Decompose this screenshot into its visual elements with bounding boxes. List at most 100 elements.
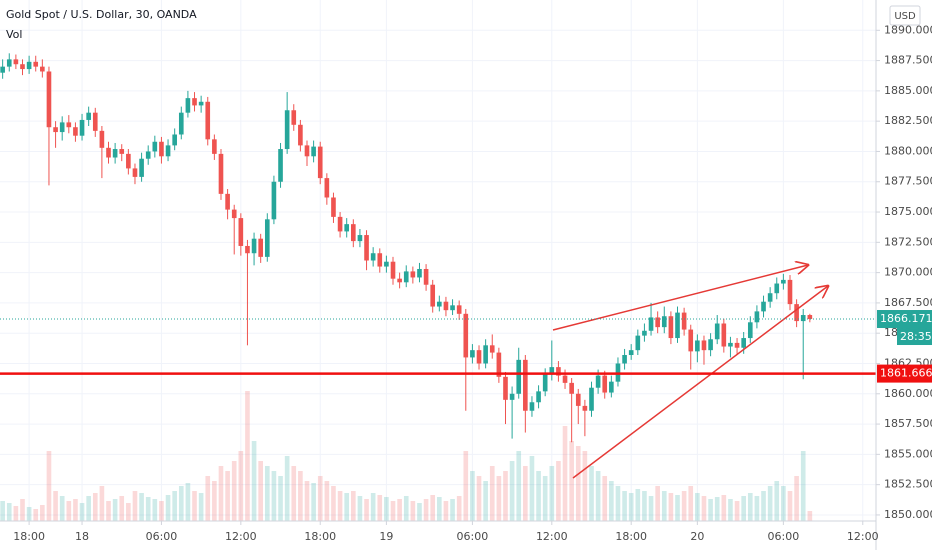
candle-body [205, 101, 211, 140]
volume-bar [747, 493, 753, 521]
candle-body [701, 340, 707, 351]
volume-bar [106, 501, 111, 521]
volume-bar [728, 499, 733, 521]
y-tick-label: 1877.500 [884, 175, 932, 188]
candle-body [159, 141, 164, 157]
countdown-label: 28:35 [900, 330, 932, 343]
candles [0, 53, 813, 443]
candle-body [198, 101, 204, 106]
volume-bar [264, 466, 270, 521]
volume-bar [185, 483, 191, 521]
candle-body [350, 224, 356, 242]
candle-body [291, 110, 297, 125]
candle-body [695, 340, 700, 352]
volume-bar [145, 497, 151, 521]
candle-body [311, 146, 316, 157]
candle-body [595, 375, 601, 388]
volume-bar [622, 491, 627, 521]
y-tick-label: 1885.000 [884, 84, 932, 97]
candle-body [503, 376, 508, 400]
candle-body [476, 350, 482, 364]
volume-bar [59, 496, 65, 521]
y-tick-label: 1867.500 [884, 296, 932, 309]
volume-bar [516, 451, 522, 521]
volume-bar [714, 497, 720, 521]
candle-body [126, 153, 131, 169]
candle-body [26, 61, 32, 70]
candle-body [225, 193, 230, 210]
x-tick-label: 06:00 [457, 530, 489, 543]
volume-bar [384, 497, 389, 521]
candle-body [377, 253, 383, 267]
volume-bar [350, 491, 356, 521]
candle-body [92, 112, 98, 131]
candle-body [59, 122, 65, 133]
x-tick-label: 19 [379, 530, 393, 543]
volume-bar [628, 493, 634, 521]
trend-line [572, 286, 828, 479]
currency-box[interactable] [889, 5, 921, 26]
volume-bar [205, 476, 211, 521]
candle-body [13, 59, 19, 65]
volume-bar [139, 493, 144, 521]
volume-bar [410, 501, 416, 521]
candle-body [317, 146, 323, 179]
candle-body [741, 338, 746, 348]
volume-bar [13, 506, 19, 521]
volume-bar [397, 499, 402, 521]
volume-bar [794, 476, 799, 521]
volume-bar [450, 499, 455, 521]
x-tick-label: 18:00 [304, 530, 336, 543]
candle-body [132, 168, 138, 177]
candle-body [437, 301, 442, 307]
volume-bar [721, 495, 727, 521]
volume-label: Vol [6, 28, 22, 41]
volume-bar [337, 491, 343, 521]
y-tick-label: 1882.500 [884, 114, 932, 127]
candle-body [628, 350, 634, 356]
chart-title: Gold Spot / U.S. Dollar, 30, OANDA [6, 8, 197, 21]
volume-bar [298, 471, 303, 521]
volume-bar [403, 496, 409, 521]
candle-body [423, 268, 429, 285]
volume-bar [549, 466, 555, 521]
countdown-tag [897, 328, 932, 346]
volume-bar [642, 491, 647, 521]
currency: USD [894, 11, 916, 22]
volume-bar [589, 466, 594, 521]
volume-bar [278, 476, 283, 521]
volume-bar [238, 451, 244, 521]
volume-bar [178, 486, 184, 521]
volume-bar [311, 483, 316, 521]
volume-bar [734, 501, 740, 521]
volume-bar [218, 466, 224, 521]
hline-tag [877, 364, 932, 383]
volume-bar [284, 456, 290, 521]
candle-body [589, 387, 594, 411]
volume-bar [66, 501, 72, 521]
candle-body [681, 312, 687, 330]
volume-bar [688, 486, 694, 521]
x-tick-label: 06:00 [146, 530, 178, 543]
x-tick-label: 20 [690, 530, 704, 543]
candle-body [66, 122, 72, 128]
volume-pane [0, 391, 813, 521]
candle-body [73, 127, 78, 136]
candle-body [456, 305, 462, 314]
volume-bar [251, 441, 257, 521]
volume-bar [496, 476, 502, 521]
volume-bar [370, 493, 376, 521]
candle-body [417, 268, 422, 278]
candle-body [609, 381, 614, 393]
volume-bar [132, 491, 138, 521]
volume-bar [324, 481, 330, 521]
volume-bar [529, 456, 535, 521]
volume-bar [271, 471, 277, 521]
candle-body [231, 209, 237, 219]
volume-bar [99, 486, 105, 521]
volume-bar [86, 496, 91, 521]
candle-body [278, 149, 283, 182]
candle-body [192, 98, 197, 106]
candle-body [245, 245, 250, 254]
